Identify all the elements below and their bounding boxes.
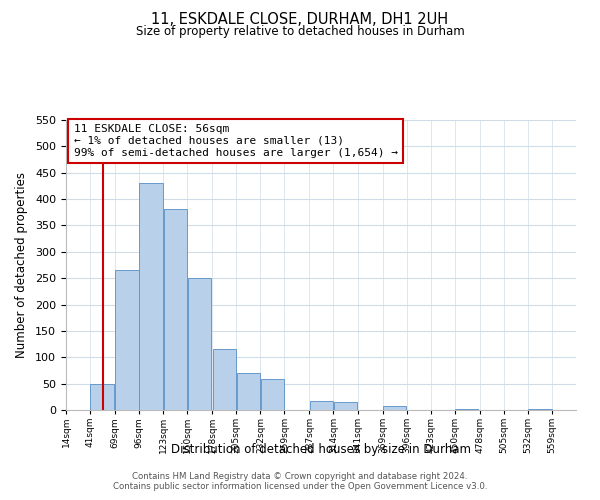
Text: Contains public sector information licensed under the Open Government Licence v3: Contains public sector information licen… xyxy=(113,482,487,491)
Bar xyxy=(188,278,211,410)
Text: 11, ESKDALE CLOSE, DURHAM, DH1 2UH: 11, ESKDALE CLOSE, DURHAM, DH1 2UH xyxy=(151,12,449,28)
Bar xyxy=(236,373,260,410)
Text: 11 ESKDALE CLOSE: 56sqm
← 1% of detached houses are smaller (13)
99% of semi-det: 11 ESKDALE CLOSE: 56sqm ← 1% of detached… xyxy=(74,124,398,158)
Bar xyxy=(334,402,357,410)
Bar xyxy=(261,380,284,410)
Bar xyxy=(310,400,333,410)
Bar xyxy=(212,350,236,410)
Bar xyxy=(91,384,114,410)
Text: Distribution of detached houses by size in Durham: Distribution of detached houses by size … xyxy=(171,442,471,456)
Bar xyxy=(455,409,478,410)
Y-axis label: Number of detached properties: Number of detached properties xyxy=(15,172,28,358)
Text: Size of property relative to detached houses in Durham: Size of property relative to detached ho… xyxy=(136,25,464,38)
Bar xyxy=(164,208,187,410)
Text: Contains HM Land Registry data © Crown copyright and database right 2024.: Contains HM Land Registry data © Crown c… xyxy=(132,472,468,481)
Bar xyxy=(115,270,139,410)
Bar xyxy=(139,184,163,410)
Bar xyxy=(383,406,406,410)
